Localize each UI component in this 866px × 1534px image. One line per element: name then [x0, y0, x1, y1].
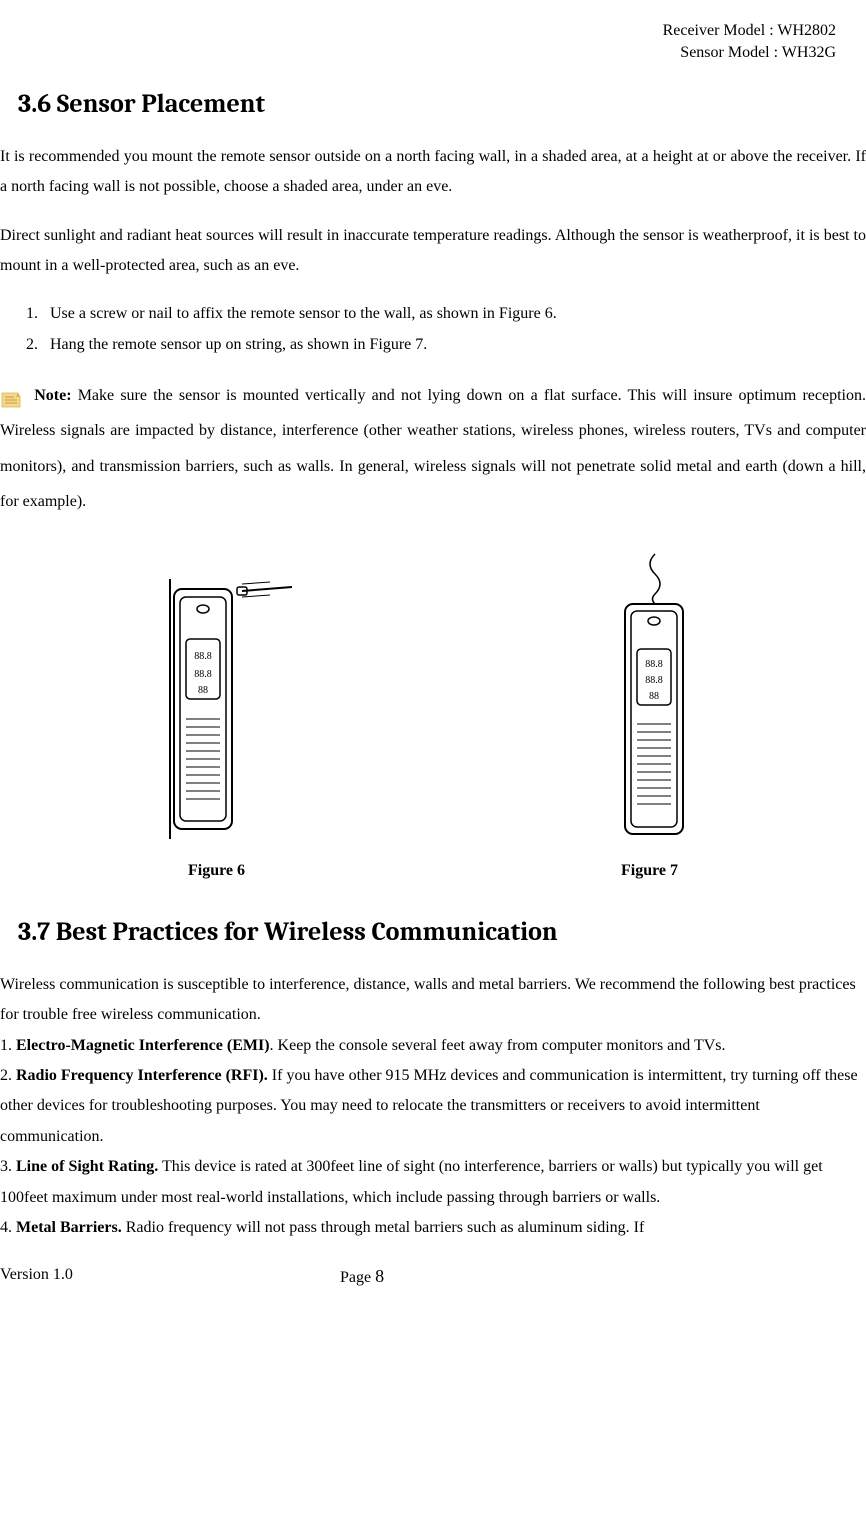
svg-text:88: 88	[649, 691, 659, 702]
best-practices-content: Wireless communication is susceptible to…	[0, 970, 866, 1244]
footer-page: Page 8	[340, 1263, 384, 1290]
footer-page-num: 8	[375, 1266, 384, 1286]
footer: Version 1.0 Page 8	[0, 1263, 866, 1290]
p1-num: 1.	[0, 1037, 16, 1054]
heading-sensor-placement: 3.6 Sensor Placement	[0, 85, 866, 124]
p1-bold: Electro-Magnetic Interference (EMI)	[16, 1037, 270, 1054]
p4-num: 4.	[0, 1219, 16, 1236]
p1-rest: . Keep the console several feet away fro…	[270, 1037, 726, 1054]
practice-item-2: 2. Radio Frequency Interference (RFI). I…	[0, 1061, 866, 1152]
practice-item-1: 1. Electro-Magnetic Interference (EMI). …	[0, 1031, 866, 1061]
svg-text:88.8: 88.8	[194, 669, 212, 680]
figure-6-container: 88.8 88.8 88	[142, 569, 302, 849]
list-item-1: Use a screw or nail to affix the remote …	[42, 299, 866, 329]
note-icon	[0, 387, 22, 405]
heading-best-practices: 3.7 Best Practices for Wireless Communic…	[0, 913, 866, 952]
figure-7-illustration: 88.8 88.8 88	[585, 549, 725, 849]
p3-num: 3.	[0, 1158, 16, 1175]
footer-page-label: Page	[340, 1269, 375, 1286]
receiver-model-line: Receiver Model : WH2802	[0, 20, 836, 42]
figure-6-caption: Figure 6	[67, 859, 367, 883]
figure-caption-row: Figure 6 Figure 7	[0, 859, 866, 883]
note-block: Note: Make sure the sensor is mounted ve…	[0, 378, 866, 519]
p4-bold: Metal Barriers.	[16, 1219, 122, 1236]
p2-num: 2.	[0, 1067, 16, 1084]
note-text: Make sure the sensor is mounted vertical…	[0, 387, 866, 510]
note-label: Note:	[34, 387, 71, 404]
svg-text:88: 88	[198, 685, 208, 696]
figures-row: 88.8 88.8 88 88.8	[0, 539, 866, 849]
list-sensor-placement-steps: Use a screw or nail to affix the remote …	[0, 299, 866, 360]
p2-bold: Radio Frequency Interference (RFI).	[16, 1067, 268, 1084]
list-item-2: Hang the remote sensor up on string, as …	[42, 330, 866, 360]
figure-7-caption: Figure 7	[500, 859, 800, 883]
footer-version: Version 1.0	[0, 1263, 340, 1290]
p4-rest: Radio frequency will not pass through me…	[122, 1219, 645, 1236]
svg-text:88.8: 88.8	[645, 659, 663, 670]
practice-item-4: 4. Metal Barriers. Radio frequency will …	[0, 1213, 866, 1243]
header-models: Receiver Model : WH2802 Sensor Model : W…	[0, 20, 866, 65]
para-sensor-placement-1: It is recommended you mount the remote s…	[0, 142, 866, 203]
p3-bold: Line of Sight Rating.	[16, 1158, 158, 1175]
svg-text:88.8: 88.8	[194, 651, 212, 662]
sensor-model-line: Sensor Model : WH32G	[0, 42, 836, 64]
figure-7-container: 88.8 88.8 88	[585, 549, 725, 849]
para-sensor-placement-2: Direct sunlight and radiant heat sources…	[0, 221, 866, 282]
practice-item-3: 3. Line of Sight Rating. This device is …	[0, 1152, 866, 1213]
best-practices-intro: Wireless communication is susceptible to…	[0, 970, 866, 1031]
svg-text:88.8: 88.8	[645, 675, 663, 686]
figure-6-illustration: 88.8 88.8 88	[142, 569, 302, 849]
